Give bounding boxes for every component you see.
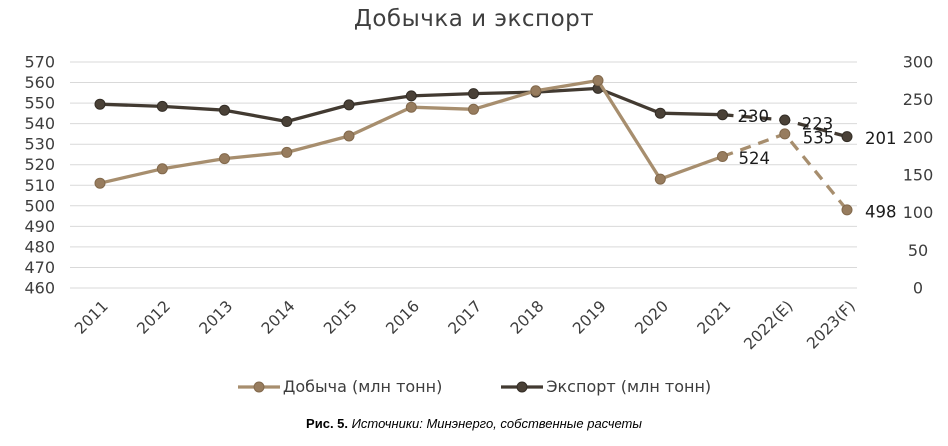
data-point-label: 498 [865,202,897,221]
caption-figure-number: Рис. 5. [306,416,349,431]
x-axis-tick-label: 2019 [569,297,610,338]
data-point-marker [405,101,417,113]
right-axis-tick-label: 50 [908,241,928,260]
right-axis-tick-label: 300 [903,53,934,72]
data-point-marker [717,151,728,162]
left-axis-tick-label: 530 [24,135,55,154]
x-axis-tick-label: 2015 [320,297,361,338]
data-point-label: 230 [738,107,770,126]
chart-title: Добычка и экспорт [353,6,595,32]
x-axis-tick-label: 2020 [631,297,672,338]
left-axis-tick-label: 520 [24,155,55,174]
data-point-marker [654,107,666,119]
export-line-marker-icon [501,381,544,392]
x-axis-tick-label: 2022(E) [740,297,796,353]
data-point-marker [654,173,666,185]
legend: Добыча (млн тонн) Экспорт (млн тонн) [0,377,948,396]
data-point-marker [530,85,542,97]
data-point-marker [468,103,479,115]
data-point-marker [468,88,479,100]
legend-label-export: Экспорт (млн тонн) [546,377,712,396]
x-axis-tick-label: 2012 [133,297,174,338]
left-axis-tick-label: 540 [24,114,55,133]
data-point-label: 535 [803,128,835,147]
right-axis-tick-label: 100 [903,203,934,222]
caption-source-text: Источники: Минэнерго, собственные расчет… [348,416,642,431]
legend-label-dobycha: Добыча (млн тонн) [282,377,443,396]
data-point-marker [841,131,853,143]
data-point-marker [94,98,106,110]
data-point-marker [841,204,853,216]
data-point-marker [156,163,168,175]
right-axis-tick-label: 200 [903,128,934,147]
left-axis-tick-label: 550 [24,94,55,113]
right-axis-tick-label: 0 [913,279,923,298]
data-point-marker [219,153,230,165]
data-point-marker [592,75,604,86]
data-point-label: 223 [802,115,834,134]
data-point-label: 524 [739,149,771,168]
data-point-marker [717,109,728,121]
x-axis-tick-label: 2021 [694,297,735,338]
left-axis-tick-label: 470 [24,258,55,277]
left-axis-tick-label: 560 [24,73,55,92]
data-point-marker [94,177,106,189]
x-axis-tick-label: 2018 [507,297,548,338]
right-axis-tick-label: 250 [903,90,934,109]
x-axis-tick-label: 2013 [196,297,237,338]
data-point-marker [281,116,293,127]
left-axis-tick-label: 480 [24,237,55,256]
figure-caption: Рис. 5. Источники: Минэнерго, собственны… [0,416,948,431]
legend-item-dobycha: Добыча (млн тонн) [237,377,443,396]
legend-item-export: Экспорт (млн тонн) [500,377,711,396]
data-point-marker [779,114,791,126]
data-point-marker [281,146,293,158]
left-axis-tick-label: 500 [24,196,55,215]
data-point-marker [156,100,168,112]
data-point-label: 201 [865,129,897,148]
data-point-marker [405,90,417,102]
dobycha-line-marker-icon [237,381,280,392]
left-axis-tick-label: 510 [24,176,55,195]
data-point-marker [779,128,791,140]
data-point-marker [219,104,230,116]
left-axis-tick-label: 570 [24,53,55,72]
left-axis-tick-label: 460 [24,279,55,298]
x-axis-tick-label: 2011 [71,297,112,338]
x-axis-tick-label: 2016 [382,297,423,338]
x-axis-tick-label: 2014 [258,297,299,338]
x-axis-tick-label: 2017 [445,297,486,338]
right-axis-tick-label: 150 [903,166,934,185]
x-axis-tick-label: 2023(F) [803,297,858,352]
data-point-marker [343,130,355,142]
data-point-marker [343,99,355,111]
left-axis-tick-label: 490 [24,217,55,236]
